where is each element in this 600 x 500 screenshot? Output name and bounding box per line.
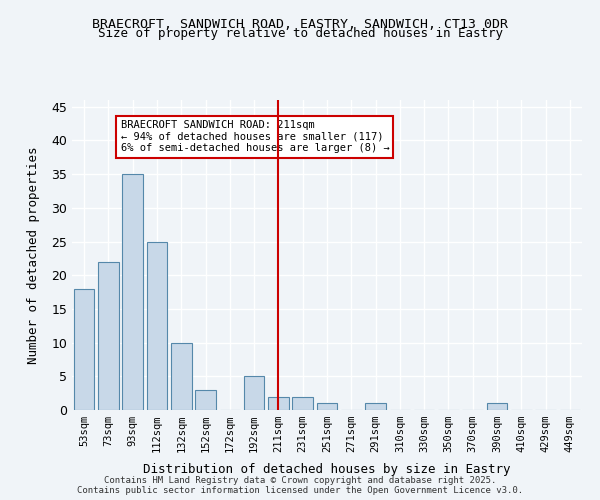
Text: Size of property relative to detached houses in Eastry: Size of property relative to detached ho… — [97, 28, 503, 40]
Bar — [317, 404, 337, 410]
Bar — [98, 262, 119, 410]
Bar — [244, 376, 265, 410]
Bar — [122, 174, 143, 410]
Y-axis label: Number of detached properties: Number of detached properties — [27, 146, 40, 364]
Text: BRAECROFT, SANDWICH ROAD, EASTRY, SANDWICH, CT13 0DR: BRAECROFT, SANDWICH ROAD, EASTRY, SANDWI… — [92, 18, 508, 30]
Bar — [195, 390, 216, 410]
Bar — [146, 242, 167, 410]
Bar — [268, 396, 289, 410]
Bar — [171, 342, 191, 410]
Bar — [487, 404, 508, 410]
Bar — [292, 396, 313, 410]
Text: Contains HM Land Registry data © Crown copyright and database right 2025.
Contai: Contains HM Land Registry data © Crown c… — [77, 476, 523, 495]
Bar — [74, 288, 94, 410]
Bar — [365, 404, 386, 410]
X-axis label: Distribution of detached houses by size in Eastry: Distribution of detached houses by size … — [143, 464, 511, 476]
Text: BRAECROFT SANDWICH ROAD: 211sqm
← 94% of detached houses are smaller (117)
6% of: BRAECROFT SANDWICH ROAD: 211sqm ← 94% of… — [121, 120, 389, 154]
